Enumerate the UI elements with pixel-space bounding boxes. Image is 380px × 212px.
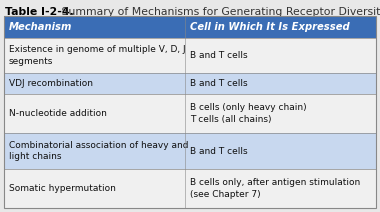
- Text: Mechanism: Mechanism: [9, 22, 72, 32]
- Bar: [4, 16, 376, 38]
- Text: VDJ recombination: VDJ recombination: [9, 79, 93, 88]
- Text: Somatic hypermutation: Somatic hypermutation: [9, 184, 116, 193]
- Bar: [4, 73, 376, 94]
- Text: B and T cells: B and T cells: [190, 146, 248, 156]
- Text: Summary of Mechanisms for Generating Receptor Diversity: Summary of Mechanisms for Generating Rec…: [58, 7, 380, 17]
- Text: B and T cells: B and T cells: [190, 79, 248, 88]
- Bar: [4, 133, 376, 169]
- Bar: [4, 169, 376, 208]
- Text: Table I-2-4.: Table I-2-4.: [5, 7, 74, 17]
- Text: B and T cells: B and T cells: [190, 51, 248, 60]
- Text: B cells only, after antigen stimulation
(see Chapter 7): B cells only, after antigen stimulation …: [190, 179, 360, 199]
- Text: Existence in genome of multiple V, D, J
segments: Existence in genome of multiple V, D, J …: [9, 45, 185, 66]
- Text: Combinatorial association of heavy and
light chains: Combinatorial association of heavy and l…: [9, 141, 188, 161]
- Bar: [4, 94, 376, 133]
- Text: Cell in Which It Is Expressed: Cell in Which It Is Expressed: [190, 22, 350, 32]
- Bar: [4, 38, 376, 73]
- Text: B cells (only heavy chain)
T cells (all chains): B cells (only heavy chain) T cells (all …: [190, 103, 307, 124]
- Text: N-nucleotide addition: N-nucleotide addition: [9, 109, 107, 118]
